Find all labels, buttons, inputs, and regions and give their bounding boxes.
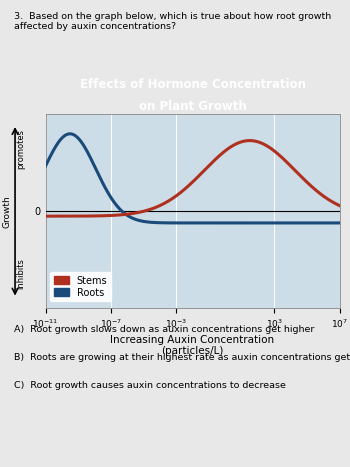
Stems — [43, 213, 48, 219]
Roots — [179, 220, 183, 226]
Stems — [329, 198, 333, 204]
Roots — [58, 137, 63, 142]
Roots — [329, 220, 333, 226]
Stems — [58, 213, 63, 219]
Roots — [68, 131, 72, 137]
Text: B)  Roots are growing at their highest rate as auxin concentrations get higher: B) Roots are growing at their highest ra… — [14, 353, 350, 361]
Roots — [187, 220, 191, 226]
Legend: Stems, Roots: Stems, Roots — [50, 272, 111, 301]
Stems — [186, 183, 190, 189]
Roots — [329, 220, 333, 226]
Roots — [275, 220, 279, 226]
Stems — [329, 198, 333, 204]
Roots — [337, 220, 342, 226]
Text: 3.  Based on the graph below, which is true about how root growth affected by au: 3. Based on the graph below, which is tr… — [14, 12, 331, 31]
Roots — [297, 220, 301, 226]
Line: Stems: Stems — [46, 141, 340, 216]
Text: Effects of Hormone Concentration: Effects of Hormone Concentration — [79, 78, 306, 91]
Stems — [275, 150, 279, 156]
Text: promotes: promotes — [16, 129, 25, 170]
Roots — [43, 163, 48, 169]
Stems — [247, 138, 252, 143]
Text: inhibits: inhibits — [16, 258, 25, 289]
Text: Growth: Growth — [2, 195, 11, 228]
Text: on Plant Growth: on Plant Growth — [139, 100, 246, 113]
Stems — [178, 190, 183, 195]
Text: C)  Root growth causes auxin concentrations to decrease: C) Root growth causes auxin concentratio… — [14, 381, 286, 389]
Text: A)  Root growth slows down as auxin concentrations get higher: A) Root growth slows down as auxin conce… — [14, 325, 314, 333]
X-axis label: Increasing Auxin Concentration
(particles/L): Increasing Auxin Concentration (particle… — [111, 334, 274, 356]
Line: Roots: Roots — [46, 134, 340, 223]
Stems — [337, 203, 342, 208]
